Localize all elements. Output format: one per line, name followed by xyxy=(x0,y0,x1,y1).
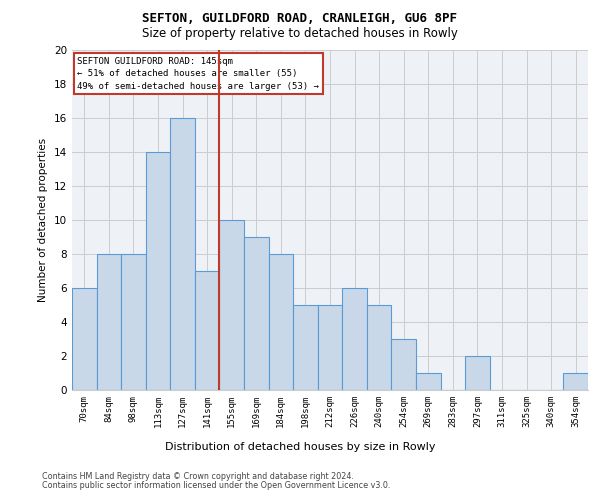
Bar xyxy=(97,254,121,390)
Bar xyxy=(72,288,97,390)
Text: SEFTON GUILDFORD ROAD: 145sqm
← 51% of detached houses are smaller (55)
49% of s: SEFTON GUILDFORD ROAD: 145sqm ← 51% of d… xyxy=(77,57,319,91)
Bar xyxy=(465,356,490,390)
Text: Contains public sector information licensed under the Open Government Licence v3: Contains public sector information licen… xyxy=(42,481,391,490)
Bar xyxy=(563,373,588,390)
Bar xyxy=(391,339,416,390)
Text: Distribution of detached houses by size in Rowly: Distribution of detached houses by size … xyxy=(165,442,435,452)
Bar xyxy=(416,373,440,390)
Text: Contains HM Land Registry data © Crown copyright and database right 2024.: Contains HM Land Registry data © Crown c… xyxy=(42,472,354,481)
Text: SEFTON, GUILDFORD ROAD, CRANLEIGH, GU6 8PF: SEFTON, GUILDFORD ROAD, CRANLEIGH, GU6 8… xyxy=(143,12,458,26)
Text: Size of property relative to detached houses in Rowly: Size of property relative to detached ho… xyxy=(142,28,458,40)
Bar xyxy=(170,118,195,390)
Bar xyxy=(269,254,293,390)
Bar xyxy=(146,152,170,390)
Bar xyxy=(195,271,220,390)
Bar xyxy=(318,305,342,390)
Bar xyxy=(220,220,244,390)
Bar xyxy=(244,237,269,390)
Bar xyxy=(293,305,318,390)
Bar xyxy=(121,254,146,390)
Bar xyxy=(367,305,391,390)
Y-axis label: Number of detached properties: Number of detached properties xyxy=(38,138,49,302)
Bar xyxy=(342,288,367,390)
